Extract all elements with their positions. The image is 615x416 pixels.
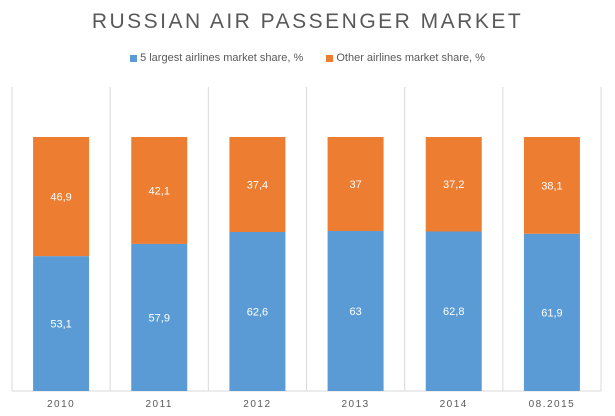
legend-swatch — [326, 54, 334, 62]
bar-other — [131, 137, 188, 244]
data-label: 37 — [349, 179, 361, 191]
legend-item-largest: 5 largest airlines market share, % — [130, 52, 303, 64]
x-tick-label: 2013 — [341, 399, 369, 410]
chart-title: RUSSIAN AIR PASSENGER MARKET — [91, 10, 524, 33]
x-tick-label: 2011 — [145, 399, 173, 410]
bar-largest — [33, 256, 90, 391]
data-label: 62,6 — [247, 306, 268, 318]
legend: 5 largest airlines market share, % Other… — [0, 52, 615, 64]
bar-largest — [131, 243, 188, 391]
data-label: 37,4 — [247, 179, 268, 191]
x-tick-label: 2010 — [47, 399, 75, 410]
legend-swatch — [130, 54, 138, 62]
bar-other — [229, 137, 286, 232]
data-label: 46,9 — [50, 192, 71, 204]
legend-item-other: Other airlines market share, % — [326, 52, 485, 64]
bar-largest — [327, 230, 384, 391]
legend-label: 5 largest airlines market share, % — [140, 52, 304, 64]
data-label: 38,1 — [541, 180, 562, 192]
bar-largest — [523, 233, 580, 391]
x-tick-label: 08.2015 — [529, 399, 576, 410]
bar-other — [523, 137, 580, 234]
bar-largest — [229, 231, 286, 391]
data-label: 62,8 — [443, 306, 464, 318]
bar-other — [33, 137, 90, 257]
x-tick-label: 2012 — [243, 399, 271, 410]
data-label: 63 — [349, 306, 361, 318]
data-label: 57,9 — [149, 312, 170, 324]
legend-label: Other airlines market share, % — [336, 52, 485, 64]
x-tick-label: 2014 — [440, 399, 468, 410]
data-label: 42,1 — [149, 185, 170, 197]
data-label: 37,2 — [443, 179, 464, 191]
data-label: 53,1 — [50, 319, 71, 331]
data-label: 61,9 — [541, 307, 562, 319]
bar-other — [425, 137, 482, 232]
bar-largest — [425, 231, 482, 391]
bar-other — [327, 137, 384, 231]
